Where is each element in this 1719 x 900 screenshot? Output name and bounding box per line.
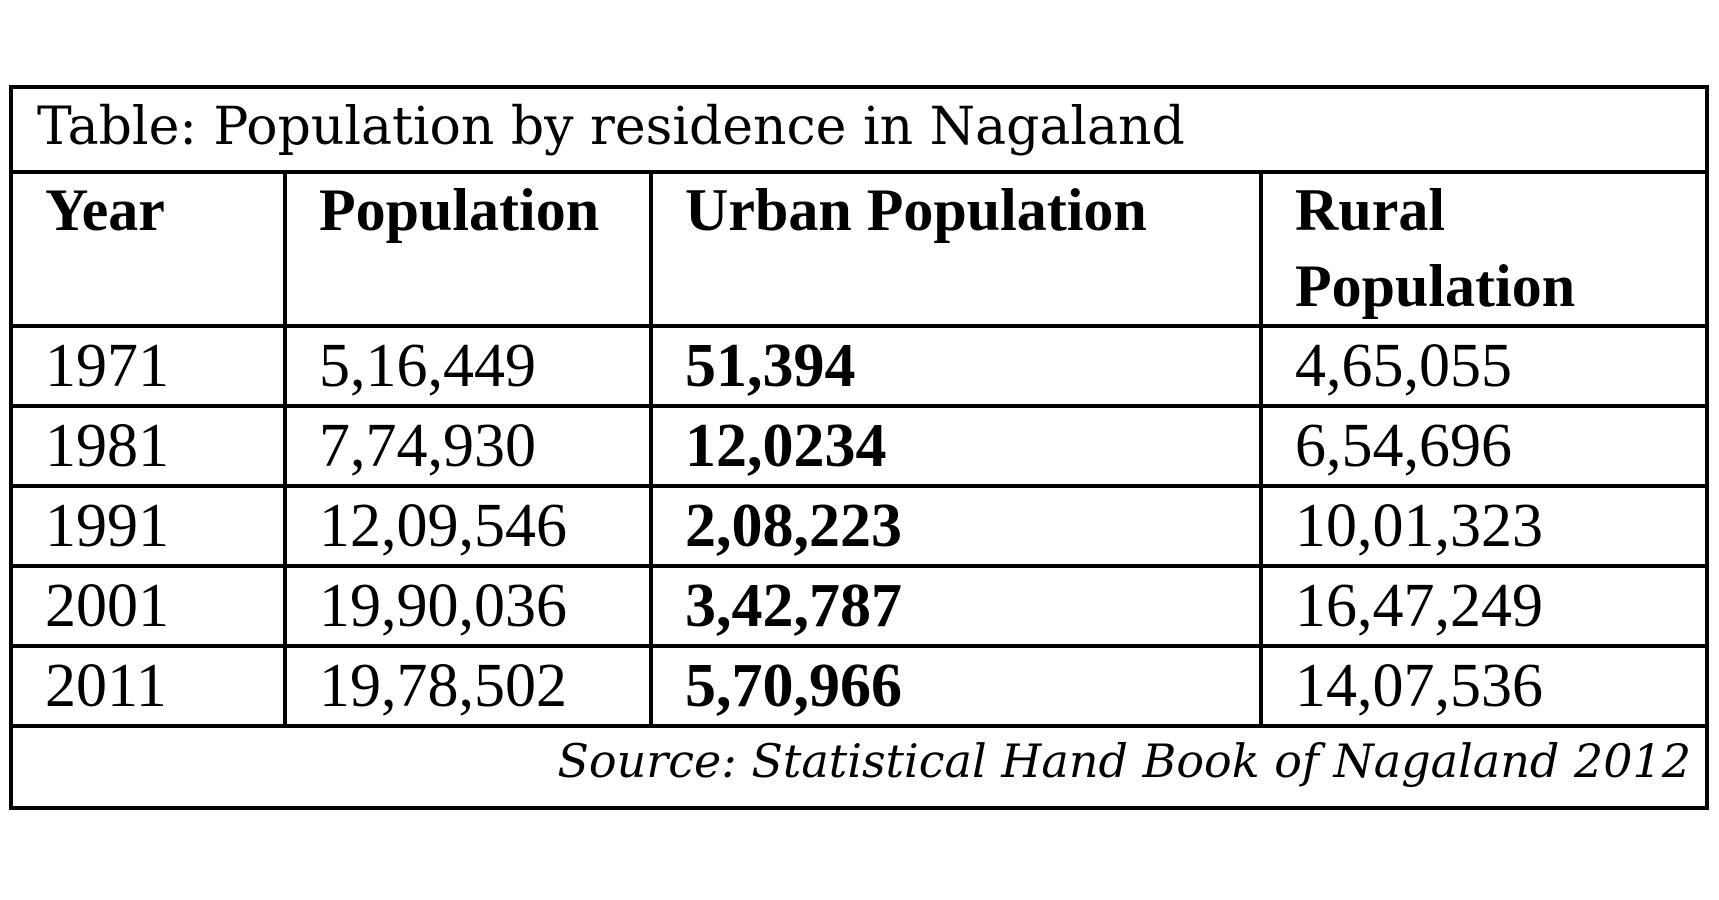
cell-year: 1991 — [13, 484, 287, 568]
cell-population: 7,74,930 — [283, 404, 653, 488]
header-urban-population: Urban Population — [649, 170, 1263, 328]
cell-rural-population: 6,54,696 — [1259, 404, 1705, 488]
data-table: Year Population Urban Population Rural P… — [13, 170, 1705, 728]
header-row: Year Population Urban Population Rural P… — [13, 170, 1705, 328]
cell-year: 2011 — [13, 644, 287, 728]
cell-population: 5,16,449 — [283, 324, 653, 408]
cell-population: 12,09,546 — [283, 484, 653, 568]
table-row: 2001 19,90,036 3,42,787 16,47,249 — [13, 564, 1705, 648]
header-rural-population: Rural Population — [1259, 170, 1705, 328]
table-row: 1971 5,16,449 51,394 4,65,055 — [13, 324, 1705, 408]
table-title: Table: Population by residence in Nagala… — [13, 89, 1705, 174]
cell-year: 1971 — [13, 324, 287, 408]
header-year: Year — [13, 170, 287, 328]
cell-population: 19,78,502 — [283, 644, 653, 728]
cell-urban-population: 2,08,223 — [649, 484, 1263, 568]
cell-urban-population: 5,70,966 — [649, 644, 1263, 728]
population-table: Table: Population by residence in Nagala… — [9, 85, 1709, 810]
table-row: 1991 12,09,546 2,08,223 10,01,323 — [13, 484, 1705, 568]
cell-rural-population: 10,01,323 — [1259, 484, 1705, 568]
cell-urban-population: 12,0234 — [649, 404, 1263, 488]
table-row: 2011 19,78,502 5,70,966 14,07,536 — [13, 644, 1705, 728]
cell-rural-population: 16,47,249 — [1259, 564, 1705, 648]
cell-year: 2001 — [13, 564, 287, 648]
table-row: 1981 7,74,930 12,0234 6,54,696 — [13, 404, 1705, 488]
cell-rural-population: 4,65,055 — [1259, 324, 1705, 408]
cell-population: 19,90,036 — [283, 564, 653, 648]
cell-rural-population: 14,07,536 — [1259, 644, 1705, 728]
source-note: Source: Statistical Hand Book of Nagalan… — [557, 734, 1691, 788]
cell-urban-population: 3,42,787 — [649, 564, 1263, 648]
cell-year: 1981 — [13, 404, 287, 488]
cell-urban-population: 51,394 — [649, 324, 1263, 408]
header-population: Population — [283, 170, 653, 328]
